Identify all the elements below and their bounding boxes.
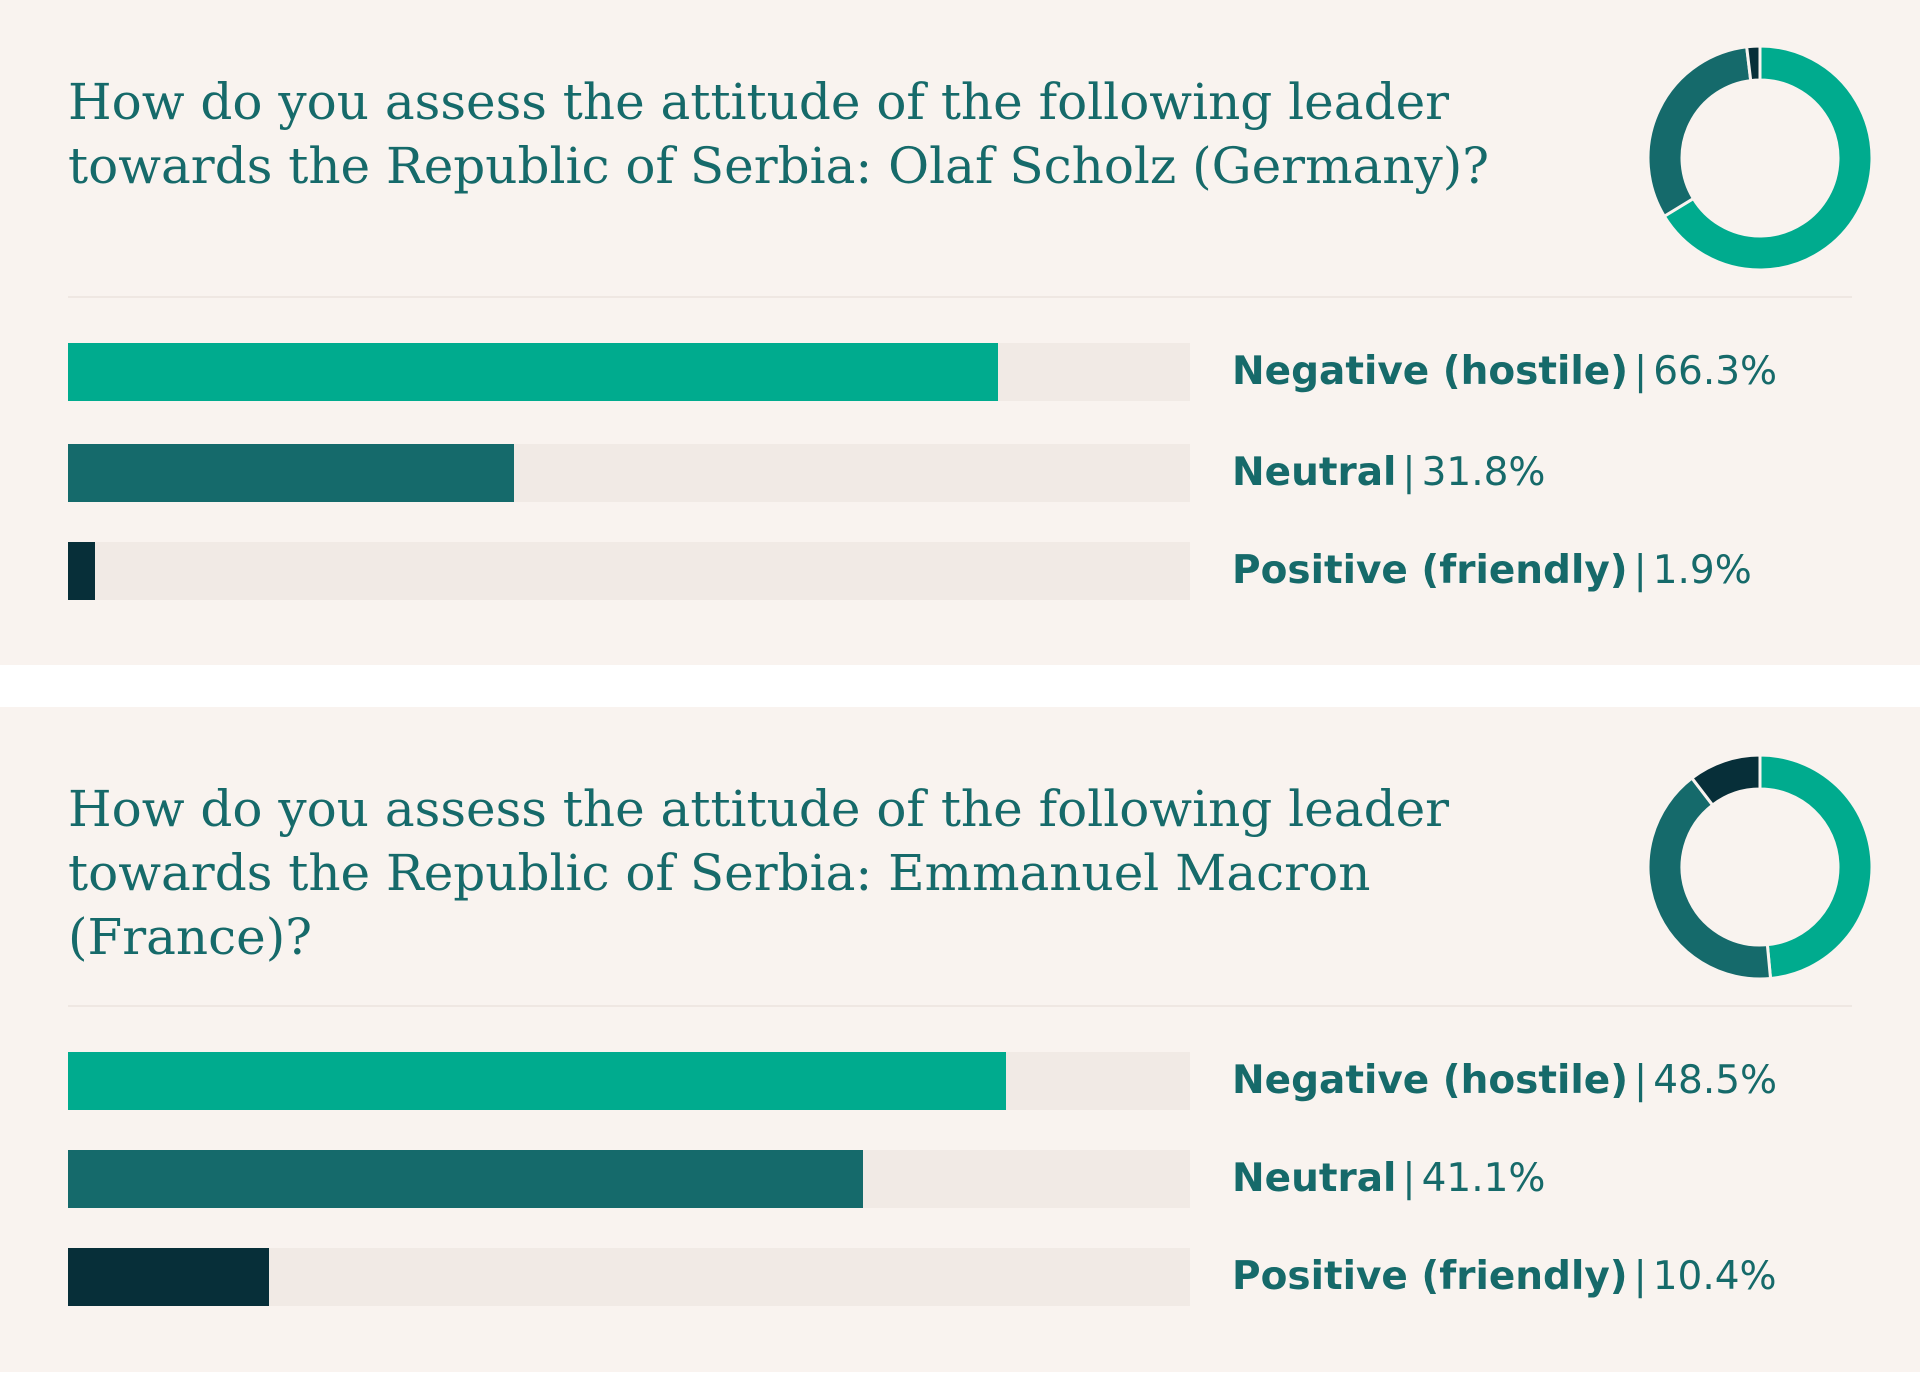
bar-label: Positive (friendly) | 10.4% — [1232, 1248, 1777, 1306]
donut-chart — [1648, 46, 1872, 270]
donut-slice-positive — [1689, 755, 1762, 808]
value-label: 10.4% — [1652, 1254, 1777, 1299]
category-label: Positive (friendly) — [1232, 1254, 1628, 1299]
category-label: Positive (friendly) — [1232, 548, 1628, 593]
donut-slice-positive — [1745, 46, 1762, 83]
bar-row-neutral: Neutral | 31.8% — [68, 444, 1868, 502]
category-label: Neutral — [1232, 450, 1397, 495]
bar-label: Negative (hostile) | 48.5% — [1232, 1052, 1777, 1110]
bar-neutral — [68, 444, 514, 502]
bar-negative — [68, 343, 998, 401]
label-separator: | — [1634, 349, 1648, 394]
label-separator: | — [1633, 548, 1647, 593]
divider — [68, 1005, 1852, 1007]
bar-row-negative: Negative (hostile) | 66.3% — [68, 343, 1868, 401]
value-label: 1.9% — [1652, 548, 1752, 593]
chart-panel-scholz: How do you assess the attitude of the fo… — [0, 0, 1920, 665]
bar-row-negative: Negative (hostile) | 48.5% — [68, 1052, 1868, 1110]
donut-slice-negative — [1758, 755, 1872, 979]
bar-label: Neutral | 41.1% — [1232, 1150, 1545, 1208]
bar-negative — [68, 1052, 1007, 1110]
bar-track — [68, 1052, 1190, 1110]
bar-row-positive: Positive (friendly) | 10.4% — [68, 1248, 1868, 1306]
chart-title: How do you assess the attitude of the fo… — [68, 73, 1490, 195]
label-separator: | — [1402, 1156, 1416, 1201]
value-label: 31.8% — [1421, 450, 1546, 495]
bar-positive — [68, 542, 95, 600]
bar-positive — [68, 1248, 270, 1306]
bar-track — [68, 343, 1190, 401]
label-separator: | — [1633, 1254, 1647, 1299]
bar-track — [68, 1248, 1190, 1306]
value-label: 41.1% — [1421, 1156, 1546, 1201]
bar-track — [68, 444, 1190, 502]
bar-track — [68, 542, 1190, 600]
bar-label: Negative (hostile) | 66.3% — [1232, 343, 1777, 401]
donut-slice-neutral — [1648, 46, 1753, 219]
panel-gap — [0, 665, 1920, 707]
bar-neutral — [68, 1150, 864, 1208]
value-label: 48.5% — [1653, 1058, 1778, 1103]
bar-row-neutral: Neutral | 41.1% — [68, 1150, 1868, 1208]
donut-chart — [1648, 755, 1872, 979]
category-label: Negative (hostile) — [1232, 1058, 1629, 1103]
category-label: Negative (hostile) — [1232, 349, 1629, 394]
bar-label: Positive (friendly) | 1.9% — [1232, 542, 1752, 600]
donut-slice-negative — [1662, 46, 1872, 270]
bar-label: Neutral | 31.8% — [1232, 444, 1545, 502]
value-label: 66.3% — [1653, 349, 1778, 394]
bar-track — [68, 1150, 1190, 1208]
chart-panel-macron: How do you assess the attitude of the fo… — [0, 707, 1920, 1372]
divider — [68, 296, 1852, 298]
category-label: Neutral — [1232, 1156, 1397, 1201]
chart-title: How do you assess the attitude of the fo… — [68, 780, 1450, 966]
bar-row-positive: Positive (friendly) | 1.9% — [68, 542, 1868, 600]
donut-slice-neutral — [1648, 775, 1773, 979]
label-separator: | — [1634, 1058, 1648, 1103]
label-separator: | — [1402, 450, 1416, 495]
